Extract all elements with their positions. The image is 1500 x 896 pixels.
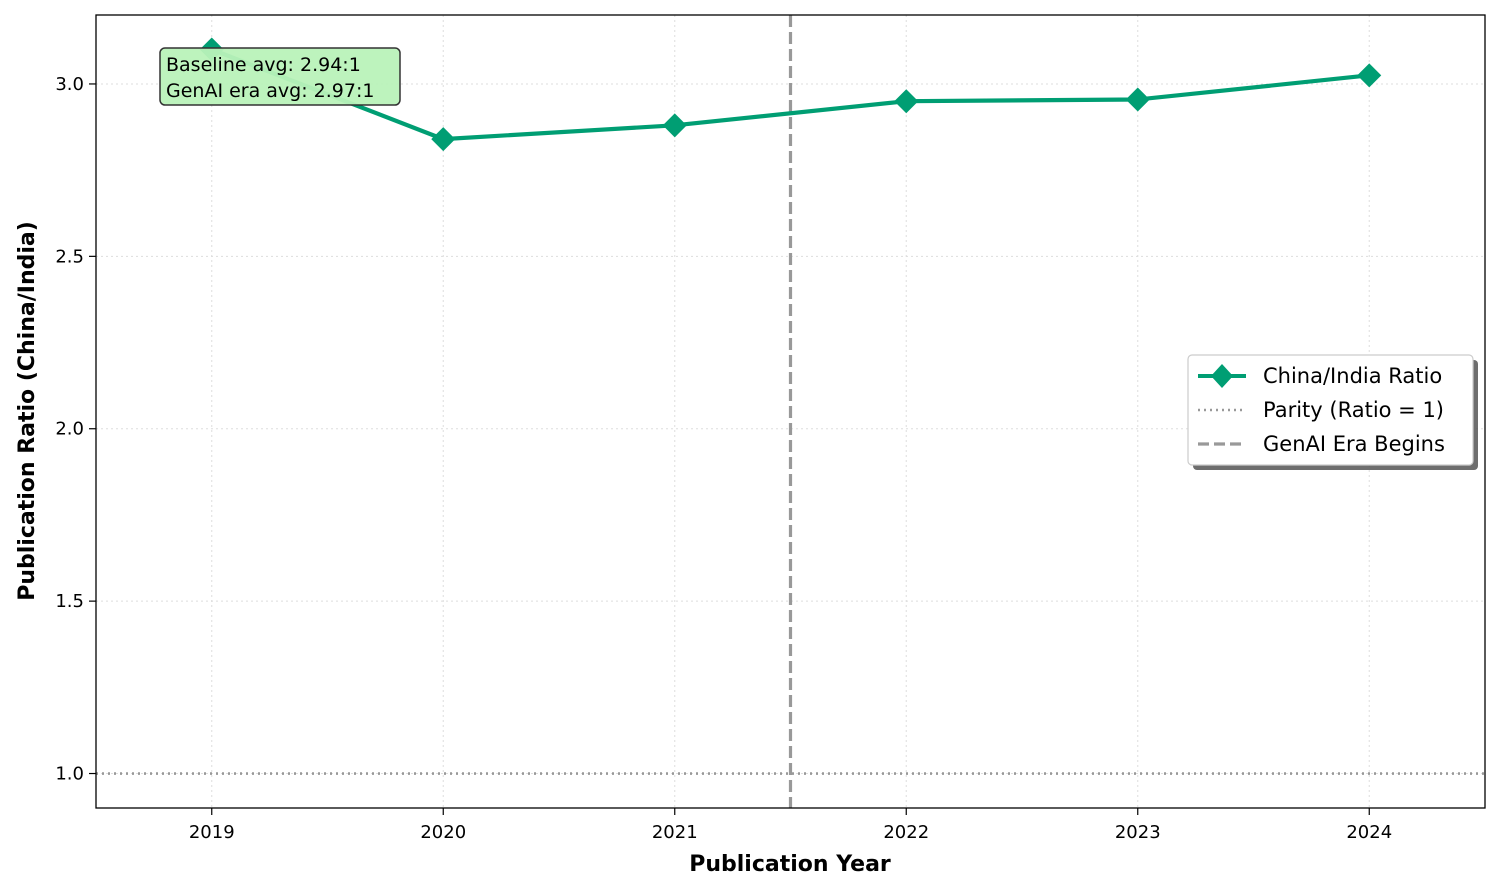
annotation-line-baseline: Baseline avg: 2.94:1 [166, 54, 361, 76]
y-tick-label-1.0: 1.0 [55, 764, 84, 785]
x-tick-label-2022: 2022 [883, 822, 929, 843]
legend-box [1187, 354, 1474, 466]
x-tick-label-2019: 2019 [189, 822, 235, 843]
data-point-2020 [431, 127, 456, 152]
series-line-china-india-ratio [210, 47, 1370, 142]
y-tick-label-1.5: 1.5 [55, 591, 84, 612]
x-axis-label: Publication Year [689, 852, 891, 877]
annotation-box: Baseline avg: 2.94:1 GenAI era avg: 2.97… [159, 47, 401, 106]
x-tick-label-2024: 2024 [1346, 822, 1392, 843]
legend-marker-china-india-ratio [1211, 364, 1233, 388]
legend-label-genai-era: GenAI Era Begins [1263, 432, 1445, 456]
legend-label-parity: Parity (Ratio = 1) [1263, 398, 1444, 422]
data-point-2024 [1357, 63, 1382, 88]
data-point-2021 [662, 113, 687, 138]
legend-label-china-india-ratio: China/India Ratio [1263, 364, 1442, 388]
data-point-2022 [894, 89, 919, 114]
y-axis-ticks: 1.0 1.5 2.0 2.5 3.0 [55, 74, 96, 785]
x-tick-label-2023: 2023 [1115, 822, 1161, 843]
y-tick-label-3.0: 3.0 [55, 74, 84, 95]
plot-frame [95, 14, 1486, 809]
annotation-line-genai: GenAI era avg: 2.97:1 [166, 80, 374, 102]
annotation-background [159, 47, 401, 106]
x-axis-ticks: 2019 2020 2021 2022 2023 2024 [189, 808, 1392, 843]
y-axis-label: Publication Ratio (China/India) [15, 221, 40, 601]
x-tick-label-2021: 2021 [652, 822, 698, 843]
y-tick-label-2.5: 2.5 [55, 246, 84, 267]
x-tick-label-2020: 2020 [420, 822, 466, 843]
y-tick-label-2.0: 2.0 [55, 419, 84, 440]
reference-lines [96, 15, 1485, 808]
data-point-2023 [1125, 87, 1150, 112]
legend: China/India Ratio Parity (Ratio = 1) Gen… [1187, 354, 1478, 470]
